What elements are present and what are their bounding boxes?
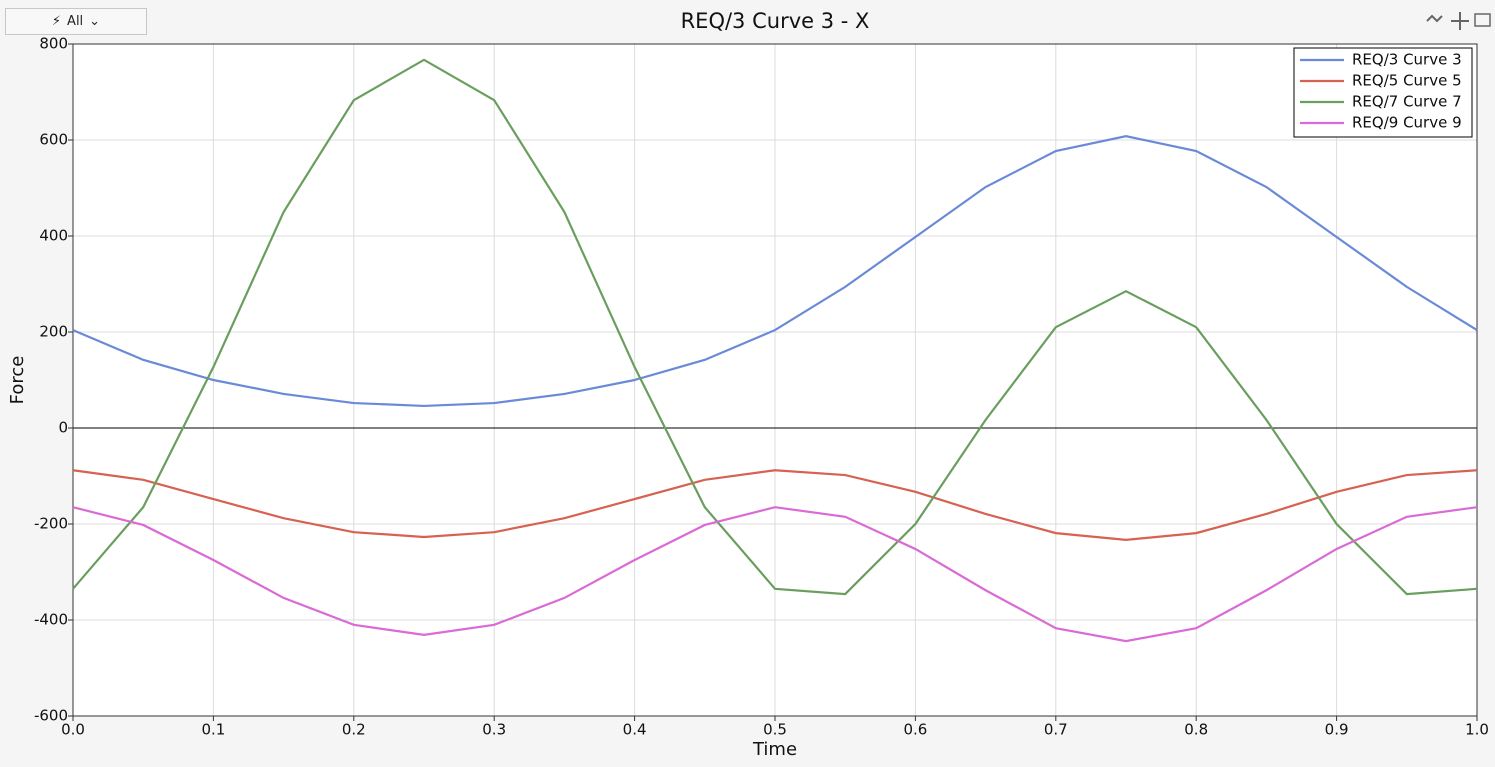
curve-icon[interactable] [1426, 14, 1443, 23]
y-tick-label: 400 [39, 227, 68, 245]
x-tick-label: 0.7 [1044, 721, 1068, 739]
chart-title: REQ/3 Curve 3 - X [681, 9, 870, 33]
y-tick-label: 0 [58, 419, 68, 437]
series-line [72, 506, 1478, 643]
bolt-icon: ⚡ [51, 14, 62, 29]
series-line [72, 58, 1478, 596]
window-icon[interactable] [1474, 13, 1491, 27]
x-tick-label: 1.0 [1465, 721, 1489, 739]
series-line [72, 135, 1478, 408]
legend-label: REQ/5 Curve 5 [1352, 72, 1462, 90]
y-axis-label: Force [7, 356, 28, 405]
y-tick-label: 600 [39, 131, 68, 149]
legend-label: REQ/3 Curve 3 [1352, 51, 1462, 69]
y-tick-label: -600 [34, 707, 68, 725]
x-axis-label: Time [752, 739, 797, 760]
x-tick-label: 0.0 [61, 721, 85, 739]
x-tick-label: 0.8 [1184, 721, 1208, 739]
pan-icon[interactable] [1451, 12, 1469, 30]
series-line [72, 469, 1478, 541]
filter-dropdown[interactable]: ⚡ All ⌄ [5, 8, 147, 35]
y-tick-label: 800 [39, 35, 68, 53]
y-tick-label: -200 [34, 515, 68, 533]
x-tick-label: 0.3 [482, 721, 506, 739]
x-tick-label: 0.6 [903, 721, 927, 739]
y-tick-label: -400 [34, 611, 68, 629]
chevron: ⌄ [89, 14, 101, 29]
legend-label: REQ/9 Curve 9 [1352, 114, 1462, 132]
x-tick-label: 0.1 [201, 721, 225, 739]
x-tick-label: 0.9 [1325, 721, 1349, 739]
y-tick-label: 200 [39, 323, 68, 341]
x-tick-label: 0.2 [342, 721, 366, 739]
legend: REQ/3 Curve 3 REQ/5 Curve 5 REQ/7 Curve 7 R… [1293, 47, 1473, 138]
legend-label: REQ/7 Curve 7 [1352, 93, 1462, 111]
x-tick-label: 0.4 [623, 721, 647, 739]
filter-label: All [67, 14, 84, 29]
x-tick-label: 0.5 [763, 721, 787, 739]
view-icons[interactable] [1426, 12, 1491, 30]
plot-border [72, 43, 1478, 717]
